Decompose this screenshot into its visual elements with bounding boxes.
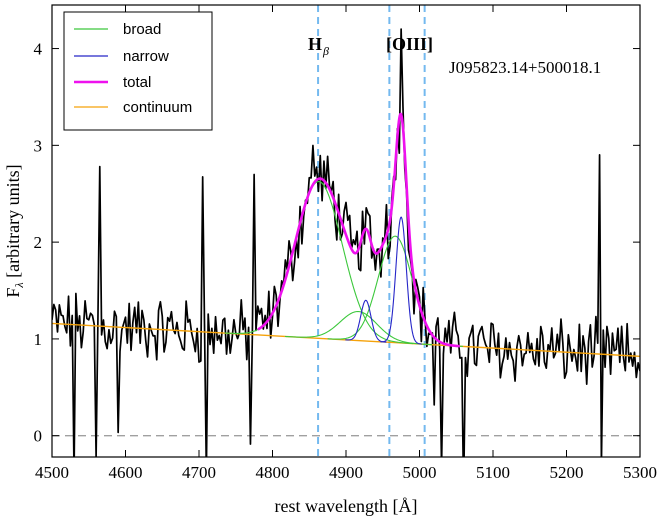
observed-spectrum-line (52, 28, 640, 457)
curves-layer (52, 28, 640, 457)
legend-box (63, 11, 213, 131)
total-model-line (257, 112, 461, 348)
y-axis-title: Fλ [arbitrary units] (3, 164, 26, 297)
x-tick-label-4700: 4700 (182, 463, 216, 482)
broad-component-3 (327, 235, 463, 347)
x-tick-label-5300: 5300 (623, 463, 657, 482)
x-tick-label-4600: 4600 (109, 463, 143, 482)
y-tick-label-2: 2 (34, 233, 43, 252)
oiii-label: [OIII] (386, 34, 433, 54)
x-tick-label-4900: 4900 (329, 463, 363, 482)
y-tick-label-1: 1 (34, 330, 43, 349)
y-tick-label-3: 3 (34, 136, 43, 155)
hbeta-label: Hβ (308, 34, 329, 58)
y-tick-label-4: 4 (34, 40, 43, 59)
narrow-component-2 (380, 216, 422, 345)
x-tick-label-5100: 5100 (476, 463, 510, 482)
x-tick-label-4500: 4500 (35, 463, 69, 482)
legend-label-broad: broad (123, 21, 161, 38)
legend-label-continuum: continuum (123, 99, 192, 116)
object-label: J095823.14+500018.1 (449, 58, 601, 77)
narrow-component-1 (345, 299, 387, 343)
x-axis-title: rest wavelength [Å] (275, 496, 418, 516)
broad-component-2 (284, 310, 433, 346)
axis-ticks: 4500 4600 4700 4800 4900 5000 5100 5200 5300 0 1 2 3… (34, 5, 657, 482)
y-tick-label-0: 0 (34, 427, 43, 446)
legend: broad narrow total continuum (63, 11, 213, 131)
x-tick-label-5000: 5000 (403, 463, 437, 482)
reference-lines (317, 5, 426, 457)
legend-label-total: total (123, 74, 151, 91)
legend-label-narrow: narrow (123, 48, 169, 65)
x-tick-label-5200: 5200 (550, 463, 584, 482)
x-tick-label-4800: 4800 (256, 463, 290, 482)
broad-component-1 (224, 181, 413, 345)
